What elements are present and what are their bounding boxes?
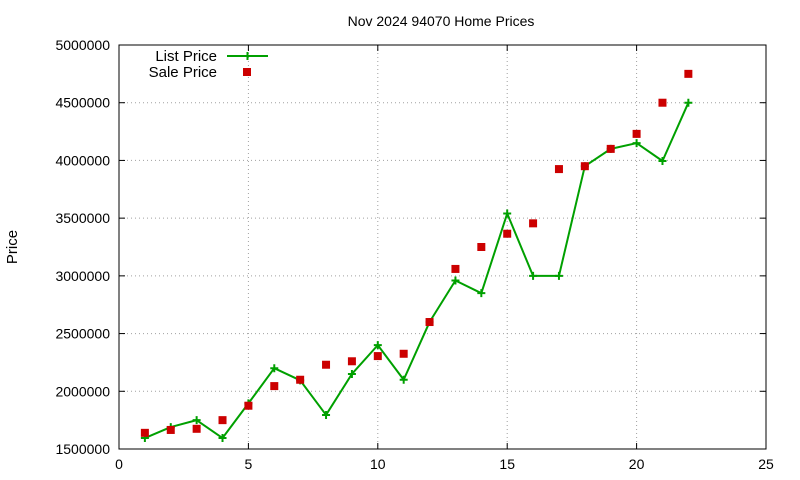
x-tick-label: 5 [245,456,253,472]
data-point [580,162,589,171]
x-tick-label: 20 [629,456,645,472]
y-tick-label: 1500000 [55,441,110,457]
x-tick-label: 10 [370,456,386,472]
data-point [399,349,408,358]
grid-lines [119,45,766,449]
data-point [347,369,356,378]
data-point [218,434,227,443]
legend-item: List Price [155,48,268,65]
data-point [632,139,641,148]
data-point [529,219,538,228]
y-tick-label: 4000000 [55,152,110,168]
data-point [347,357,356,366]
legend-marker [243,68,251,76]
data-point [503,229,512,238]
data-point [399,375,408,384]
series-line [144,102,690,440]
data-point [192,424,201,433]
data-point [477,289,486,298]
data-point [529,271,538,280]
data-point [477,243,486,251]
data-point [684,98,693,107]
data-point [451,276,460,285]
data-point [503,209,512,218]
y-tick-label: 2500000 [55,326,110,342]
y-tick-label: 3500000 [55,210,110,226]
x-tick-label: 15 [499,456,515,472]
plot-frame [118,44,767,450]
data-point [140,428,149,437]
data-point [270,364,279,373]
data-point [244,401,253,410]
legend-label: List Price [155,48,217,65]
data-point [166,425,175,434]
data-point [658,157,667,166]
legend-label: Sale Price [149,64,217,81]
data-point [606,144,615,153]
data-point [322,410,331,419]
y-axis-label: Price [4,230,21,264]
data-point [658,98,667,107]
x-tick-label: 25 [758,456,774,472]
data-point [296,375,305,384]
data-point [554,271,563,280]
chart-title: Nov 2024 94070 Home Prices [348,13,535,29]
y-tick-label: 2000000 [55,383,110,399]
data-point [192,416,201,425]
data-point [373,341,382,350]
legend-marker [243,52,252,60]
data-point [270,382,279,391]
data-point [632,129,641,138]
data-point [322,360,331,369]
y-tick-label: 5000000 [55,37,110,53]
data-point [373,352,382,361]
data-point [425,318,434,327]
data-point [218,416,227,425]
series-sale-price [140,69,693,437]
data-point [684,69,693,78]
legend-item: Sale Price [149,64,251,81]
x-tick-label: 0 [115,456,123,472]
data-point [451,264,460,273]
axis-ticks: 0 5 10 15 20 25 1500000 2000000 2500000 3000000 35… [55,37,774,472]
series-layer [140,69,693,443]
data-point [554,165,563,174]
y-tick-label: 3000000 [55,268,110,284]
y-tick-label: 4500000 [55,95,110,111]
